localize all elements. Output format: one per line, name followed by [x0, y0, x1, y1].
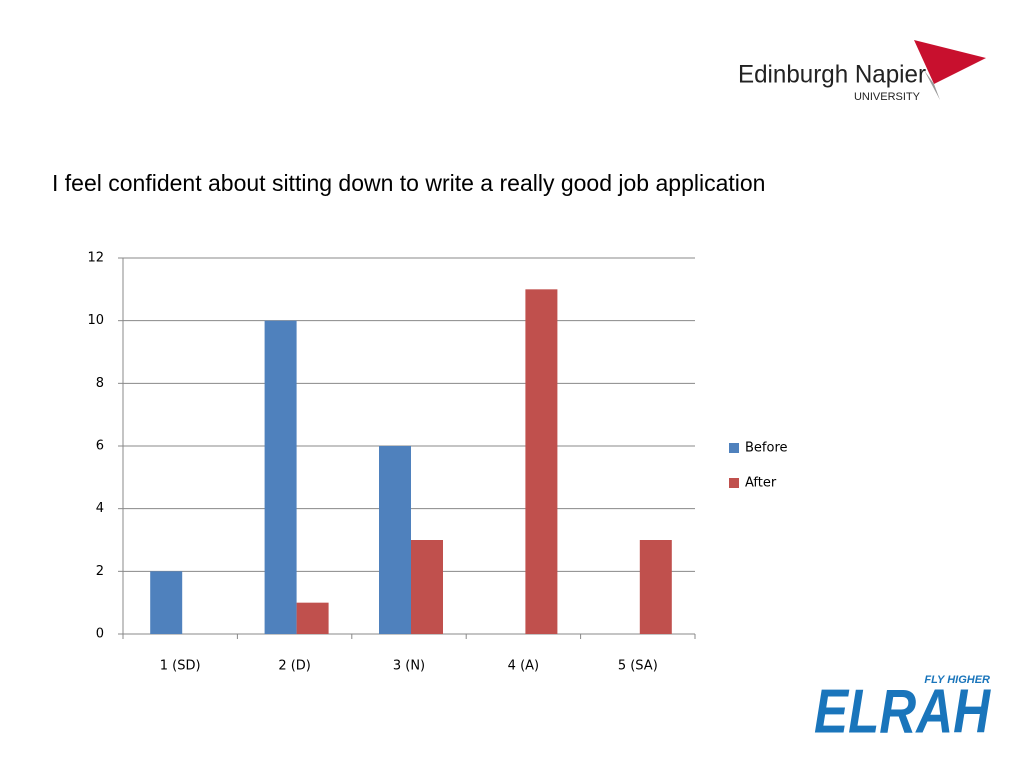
x-tick-label: 1 (SD) — [160, 659, 201, 674]
bar — [639, 540, 672, 634]
bar — [150, 571, 183, 634]
bar — [525, 289, 558, 634]
legend-swatch — [729, 478, 739, 488]
logo-triangle-shadow — [924, 70, 940, 100]
bar — [411, 540, 443, 634]
logo-tagline: FLY HIGHER — [924, 674, 990, 686]
legend-label: After — [745, 476, 777, 491]
legend-swatch — [729, 443, 739, 453]
logo-subtext: UNIVERSITY — [854, 91, 921, 103]
y-tick-label: 12 — [87, 251, 104, 266]
bar — [296, 602, 329, 634]
y-tick-label: 0 — [96, 627, 104, 642]
slide-title: I feel confident about sitting down to w… — [52, 170, 765, 196]
y-tick-label: 4 — [96, 501, 104, 516]
y-tick-label: 10 — [87, 313, 104, 328]
legend-label: Before — [745, 441, 788, 456]
y-tick-label: 8 — [96, 376, 104, 391]
bar — [264, 320, 297, 634]
x-tick-label: 4 (A) — [508, 659, 539, 674]
x-tick-label: 5 (SA) — [618, 659, 658, 674]
bar — [379, 446, 411, 634]
logo-text: Edinburgh Napier — [738, 61, 926, 89]
logo-elrah: ELRAH — [814, 677, 991, 746]
logo-triangle — [914, 40, 986, 84]
y-tick-label: 6 — [96, 439, 104, 454]
x-tick-label: 2 (D) — [278, 659, 311, 674]
x-tick-label: 3 (N) — [393, 659, 425, 674]
y-tick-label: 2 — [96, 564, 104, 579]
